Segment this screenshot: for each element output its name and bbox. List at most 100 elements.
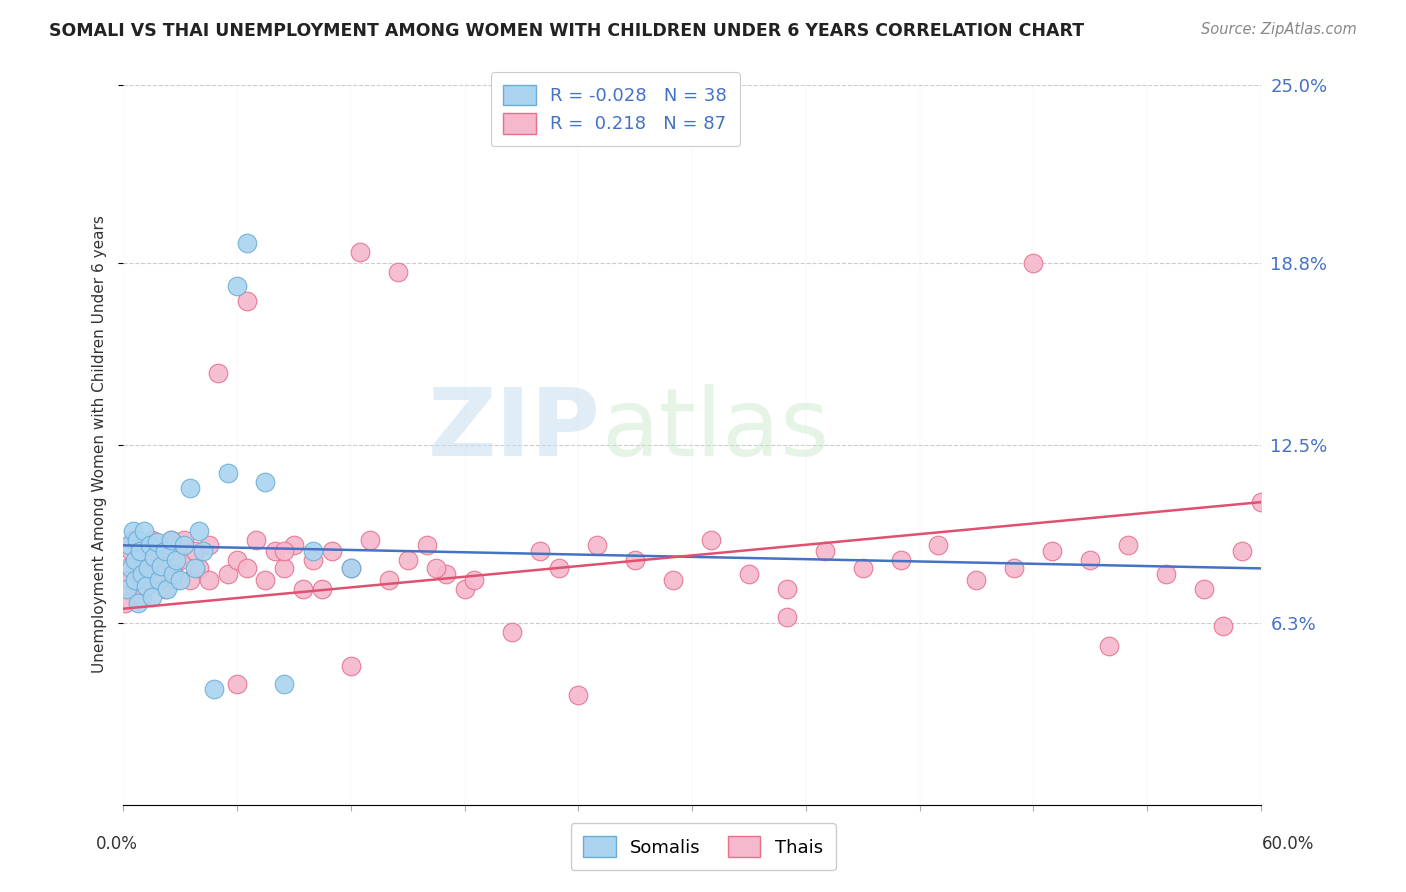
Point [131, 590, 153, 604]
Point [162, 567, 184, 582]
Point [226, 279, 249, 293]
Point [776, 582, 799, 596]
Text: Source: ZipAtlas.com: Source: ZipAtlas.com [1201, 22, 1357, 37]
Point [179, 573, 201, 587]
Point [125, 533, 148, 547]
Point [121, 524, 143, 538]
Point [235, 293, 257, 308]
Point [273, 561, 295, 575]
Point [139, 538, 162, 552]
Point [226, 676, 249, 690]
Point [124, 553, 146, 567]
Point [188, 524, 211, 538]
Point [700, 533, 723, 547]
Point [159, 533, 181, 547]
Text: SOMALI VS THAI UNEMPLOYMENT AMONG WOMEN WITH CHILDREN UNDER 6 YEARS CORRELATION : SOMALI VS THAI UNEMPLOYMENT AMONG WOMEN … [49, 22, 1084, 40]
Point [115, 582, 138, 596]
Point [146, 535, 169, 549]
Point [125, 553, 148, 567]
Text: ZIP: ZIP [429, 384, 600, 476]
Point [245, 533, 267, 547]
Point [339, 561, 361, 575]
Point [188, 561, 211, 575]
Point [321, 544, 343, 558]
Point [142, 553, 165, 567]
Point [1154, 567, 1177, 582]
Point [157, 538, 180, 552]
Point [217, 467, 239, 481]
Point [202, 682, 225, 697]
Point [377, 573, 399, 587]
Point [217, 567, 239, 582]
Point [311, 582, 333, 596]
Point [567, 688, 589, 702]
Point [127, 596, 149, 610]
Point [134, 524, 156, 538]
Point [501, 624, 523, 639]
Point [814, 544, 837, 558]
Point [134, 544, 156, 558]
Point [273, 676, 295, 690]
Point [165, 553, 187, 567]
Point [184, 561, 207, 575]
Point [173, 538, 195, 552]
Point [179, 481, 201, 495]
Legend: Somalis, Thais: Somalis, Thais [571, 823, 835, 870]
Point [491, 106, 513, 120]
Text: 0.0%: 0.0% [96, 835, 138, 853]
Point [339, 659, 361, 673]
Point [283, 538, 305, 552]
Point [738, 567, 761, 582]
Point [162, 561, 184, 575]
Point [124, 582, 146, 596]
Point [529, 544, 551, 558]
Point [141, 590, 163, 604]
Point [434, 567, 457, 582]
Point [292, 582, 315, 596]
Point [226, 553, 249, 567]
Point [197, 573, 219, 587]
Point [264, 544, 287, 558]
Point [235, 235, 257, 250]
Point [207, 366, 229, 380]
Point [114, 596, 136, 610]
Point [118, 538, 141, 552]
Point [339, 561, 361, 575]
Point [153, 544, 176, 558]
Point [191, 544, 214, 558]
Point [121, 533, 143, 547]
Point [120, 561, 142, 575]
Point [254, 573, 277, 587]
Point [235, 561, 257, 575]
Point [118, 573, 141, 587]
Point [135, 561, 157, 575]
Point [169, 573, 191, 587]
Point [927, 538, 949, 552]
Point [415, 538, 437, 552]
Point [173, 533, 195, 547]
Point [302, 544, 325, 558]
Point [776, 610, 799, 624]
Point [159, 533, 181, 547]
Legend: R = -0.028   N = 38, R =  0.218   N = 87: R = -0.028 N = 38, R = 0.218 N = 87 [491, 72, 740, 146]
Point [131, 567, 153, 582]
Point [150, 544, 173, 558]
Point [302, 553, 325, 567]
Y-axis label: Unemployment Among Women with Children Under 6 years: Unemployment Among Women with Children U… [93, 216, 107, 673]
Text: atlas: atlas [600, 384, 830, 476]
Point [662, 573, 685, 587]
Point [349, 244, 371, 259]
Point [124, 573, 146, 587]
Point [153, 582, 176, 596]
Point [453, 582, 475, 596]
Point [120, 544, 142, 558]
Point [136, 573, 159, 587]
Point [425, 561, 447, 575]
Point [586, 538, 609, 552]
Point [1040, 544, 1063, 558]
Point [136, 561, 159, 575]
Point [1230, 544, 1253, 558]
Point [141, 533, 163, 547]
Point [1098, 639, 1121, 653]
Point [359, 533, 381, 547]
